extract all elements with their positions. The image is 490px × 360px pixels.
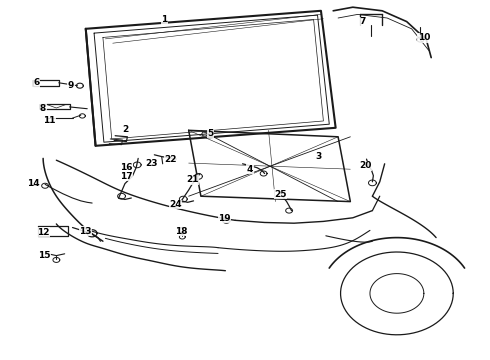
Text: 1: 1 xyxy=(161,15,167,24)
Text: 2: 2 xyxy=(122,125,128,134)
Text: 10: 10 xyxy=(417,33,430,42)
Text: 7: 7 xyxy=(359,17,366,26)
Text: 6: 6 xyxy=(34,78,40,87)
Text: 22: 22 xyxy=(164,154,177,163)
Text: 8: 8 xyxy=(40,104,46,112)
Text: 24: 24 xyxy=(169,200,182,209)
Text: 21: 21 xyxy=(186,175,199,184)
Text: 3: 3 xyxy=(316,152,321,161)
Text: 9: 9 xyxy=(68,81,74,90)
Text: 13: 13 xyxy=(79,227,92,236)
Text: 12: 12 xyxy=(37,228,49,237)
Text: 5: 5 xyxy=(208,129,214,138)
Text: 16: 16 xyxy=(120,163,133,172)
Text: 23: 23 xyxy=(146,159,158,168)
Text: 18: 18 xyxy=(175,227,188,236)
Text: 15: 15 xyxy=(38,251,50,260)
Text: 4: 4 xyxy=(246,165,253,174)
Text: 19: 19 xyxy=(218,214,231,223)
Text: 11: 11 xyxy=(43,116,55,125)
Text: 17: 17 xyxy=(120,172,133,181)
Text: 14: 14 xyxy=(27,179,40,188)
Text: 20: 20 xyxy=(359,161,371,170)
Text: 25: 25 xyxy=(274,190,287,199)
